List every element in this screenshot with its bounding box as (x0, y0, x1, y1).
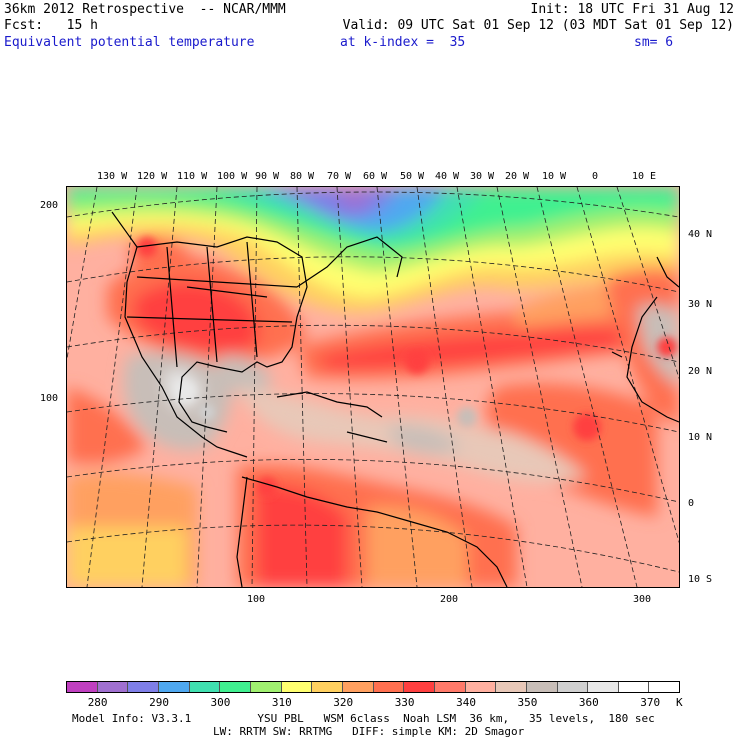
colorbar-segment (434, 682, 466, 692)
longitude-label: 130 W (97, 171, 128, 182)
longitude-label: 50 W (400, 171, 425, 182)
longitude-label: 30 W (470, 171, 495, 182)
colorbar-segment (404, 682, 435, 692)
bottom-grid-label: 300 (633, 594, 652, 605)
longitude-label: 70 W (327, 171, 352, 182)
longitude-label: 100 W (217, 171, 248, 182)
field-name: Equivalent potential temperature (4, 35, 255, 50)
colorbar-unit: K (676, 696, 683, 709)
colorbar-segment (588, 682, 619, 692)
colorbar-segment (342, 682, 374, 692)
colorbar (66, 681, 680, 693)
colorbar-tick-label: 280 (87, 696, 108, 709)
colorbar-tick-label: 350 (517, 696, 538, 709)
equivalent-potential-temperature-map (67, 187, 679, 587)
latitude-label: 10 S (688, 574, 713, 585)
longitude-label: 110 W (177, 171, 208, 182)
left-grid-label: 200 (40, 200, 59, 211)
level-info: at k-index = 35 (340, 35, 466, 50)
map-panel (66, 186, 680, 588)
colorbar-tick-label: 340 (456, 696, 476, 709)
model-info-line2: LW: RRTM SW: RRTMG DIFF: simple KM: 2D S… (213, 725, 525, 738)
smoothing-info: sm= 6 (634, 35, 674, 50)
colorbar-segment (281, 682, 313, 692)
longitude-label: 80 W (290, 171, 315, 182)
latitude-label: 10 N (688, 432, 713, 443)
longitude-label: 90 W (255, 171, 280, 182)
colorbar-tick-label: 300 (210, 696, 231, 709)
latitude-label: 0 (688, 498, 695, 509)
longitude-label: 0 (592, 171, 599, 182)
forecast-hour: Fcst: 15 h (4, 18, 98, 33)
colorbar-tick-label: 310 (271, 696, 292, 709)
field-details (137, 237, 677, 497)
longitude-label: 120 W (137, 171, 168, 182)
colorbar-segment (220, 682, 251, 692)
colorbar-tick-label: 290 (149, 696, 169, 709)
colorbar-segment (373, 682, 405, 692)
colorbar-segment (250, 682, 282, 692)
field-contours (67, 187, 679, 587)
init-time: Init: 18 UTC Fri 31 Aug 12 (530, 2, 735, 17)
colorbar-segment (557, 682, 589, 692)
colorbar-segment (526, 682, 558, 692)
bottom-grid-label: 200 (440, 594, 459, 605)
longitude-label: 10 W (542, 171, 567, 182)
colorbar-segment (67, 682, 98, 692)
colorbar-segment (649, 682, 680, 692)
colorbar-segment (496, 682, 527, 692)
latitude-label: 40 N (688, 229, 713, 240)
left-grid-label: 100 (40, 393, 59, 404)
lat-lon-grid (67, 187, 679, 587)
colorbar-tick-label: 360 (578, 696, 599, 709)
valid-time: Valid: 09 UTC Sat 01 Sep 12 (03 MDT Sat … (342, 18, 734, 33)
colorbar-segment (128, 682, 159, 692)
model-info-line1: Model Info: V3.3.1 YSU PBL WSM 6class No… (72, 712, 655, 725)
bottom-grid-label: 100 (247, 594, 266, 605)
colorbar-tick-label: 370 (640, 696, 661, 709)
colorbar-tick-label: 320 (333, 696, 354, 709)
colorbar-segment (312, 682, 343, 692)
longitude-label: 40 W (435, 171, 460, 182)
latitude-label: 20 N (688, 366, 713, 377)
colorbar-segment (158, 682, 190, 692)
colorbar-segment (97, 682, 129, 692)
longitude-label: 20 W (505, 171, 530, 182)
colorbar-tick-label: 330 (394, 696, 415, 709)
latitude-label: 30 N (688, 299, 713, 310)
model-title: 36km 2012 Retrospective -- NCAR/MMM (4, 2, 286, 17)
colorbar-segment (618, 682, 650, 692)
longitude-label: 60 W (363, 171, 388, 182)
coastlines (111, 211, 679, 587)
colorbar-segment (465, 682, 497, 692)
colorbar-segment (189, 682, 221, 692)
longitude-label: 10 E (632, 171, 657, 182)
